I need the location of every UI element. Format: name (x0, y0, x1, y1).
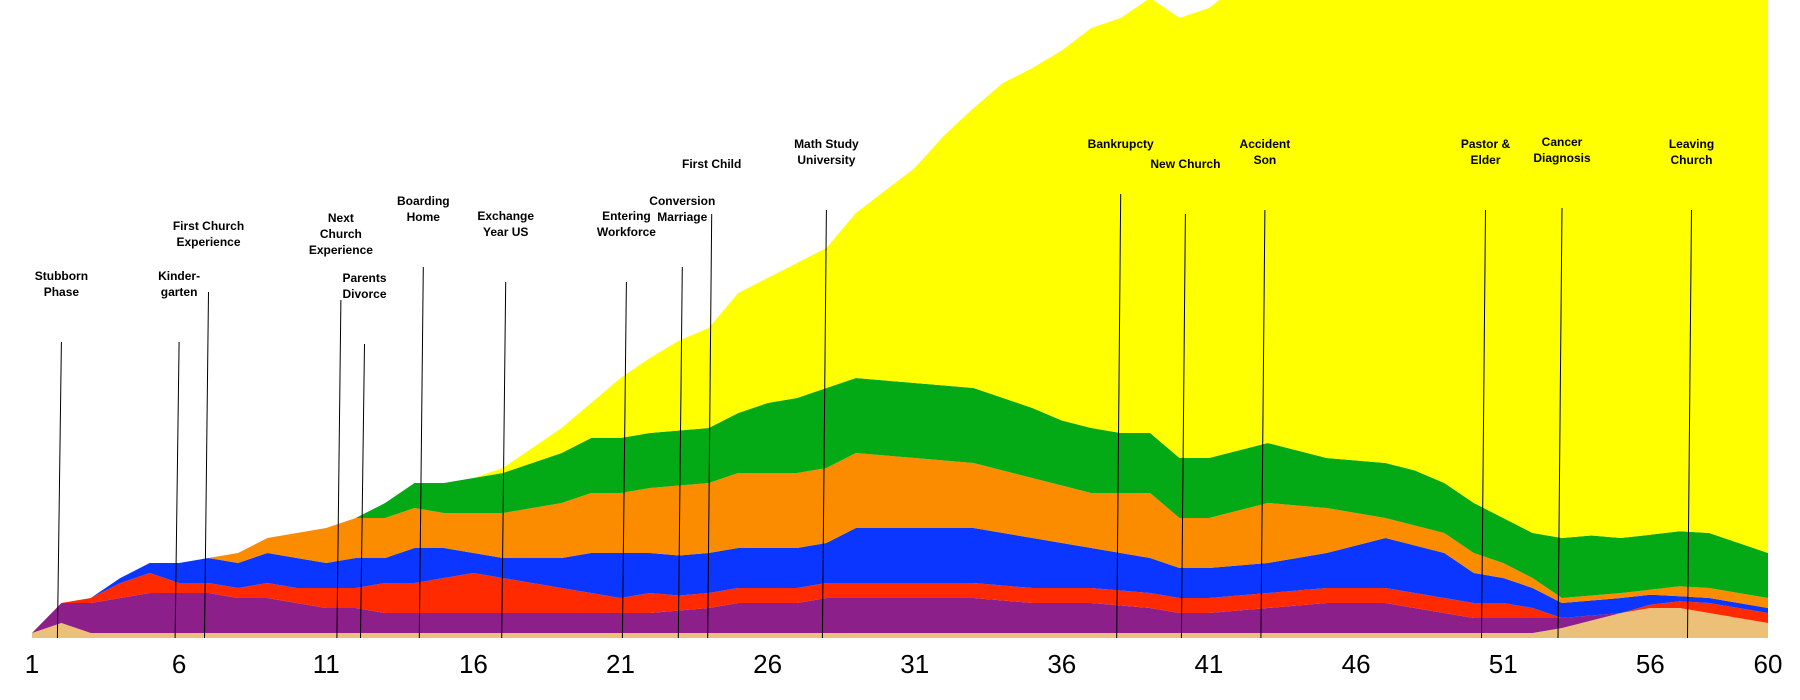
annotation-label: Conversion (649, 194, 715, 208)
annotation-label: Home (407, 210, 441, 224)
annotation-line (1557, 207, 1563, 639)
annotation-line (821, 209, 827, 639)
annotation-line (501, 281, 507, 639)
annotation-line (707, 213, 713, 639)
area-green (32, 378, 1768, 633)
x-tick-label: 11 (313, 649, 340, 679)
annotation-label: garten (161, 285, 198, 299)
x-tick-label: 26 (753, 649, 782, 679)
x-tick-label: 51 (1489, 649, 1518, 679)
x-tick-label: 41 (1194, 649, 1223, 679)
annotation-label: Phase (44, 285, 80, 299)
annotation-label: Church (1671, 153, 1713, 167)
annotation-label: Church (320, 227, 362, 241)
annotation-label: Elder (1470, 153, 1500, 167)
annotation-line (1260, 209, 1266, 639)
annotation-label: Exchange (477, 209, 534, 223)
annotation-line (621, 281, 627, 639)
annotation-label: Diagnosis (1533, 151, 1591, 165)
annotation-label: Bankrupcty (1088, 137, 1154, 151)
annotations: Stubborn Phase Kinder-garten First Church Ex… (35, 135, 1714, 639)
annotation-label: Year US (483, 225, 528, 239)
annotation-line (1687, 209, 1692, 639)
x-tick-label: 36 (1047, 649, 1076, 679)
annotation-label: Marriage (657, 210, 707, 224)
annotation-line (56, 341, 62, 639)
annotation-label: New Church (1150, 157, 1220, 171)
annotation-line (360, 343, 365, 639)
annotation-label: Math Study (794, 137, 859, 151)
annotation-line (418, 266, 424, 639)
x-axis: 1 6 11 16 21 26 31 36 41 46 51 56 60 (25, 649, 1783, 679)
area-blue (32, 528, 1768, 633)
x-tick-label: 16 (459, 649, 488, 679)
annotation-label: Accident (1240, 137, 1291, 151)
annotation-line (1481, 209, 1486, 639)
annotation-label: Stubborn (35, 269, 88, 283)
x-tick-label: 21 (606, 649, 635, 679)
x-tick-label: 31 (900, 649, 929, 679)
x-tick-label: 46 (1342, 649, 1371, 679)
x-tick-label: 60 (1754, 649, 1783, 679)
annotation-label: Next (328, 211, 354, 225)
annotation-label: First Child (682, 157, 741, 171)
annotation-label: Son (1254, 153, 1277, 167)
annotation-label: Entering (602, 209, 651, 223)
area-orange (32, 453, 1768, 633)
annotation-line (336, 299, 342, 639)
x-tick-label: 56 (1636, 649, 1665, 679)
x-tick-label: 6 (172, 649, 186, 679)
x-tick-label: 1 (25, 649, 39, 679)
annotation-label: Cancer (1542, 135, 1583, 149)
annotation-line (174, 341, 180, 639)
annotation-line (204, 291, 209, 639)
annotation-line (677, 266, 683, 639)
annotation-label: Divorce (342, 287, 386, 301)
annotation-label: Experience (176, 235, 240, 249)
annotation-line (1180, 213, 1186, 639)
annotation-label: Kinder- (158, 269, 200, 283)
annotation-label: University (797, 153, 855, 167)
annotation-label: First Church (173, 219, 244, 233)
area-tan (32, 608, 1768, 638)
stacked-areas (32, 0, 1768, 638)
annotation-label: Workforce (597, 225, 656, 239)
area-yellow (32, 0, 1768, 633)
annotation-line (1116, 193, 1122, 639)
annotation-label: Pastor & (1461, 137, 1511, 151)
annotation-label: Experience (309, 243, 373, 257)
annotation-label: Boarding (397, 194, 450, 208)
annotation-label: Parents (342, 271, 386, 285)
annotation-label: Leaving (1669, 137, 1714, 151)
